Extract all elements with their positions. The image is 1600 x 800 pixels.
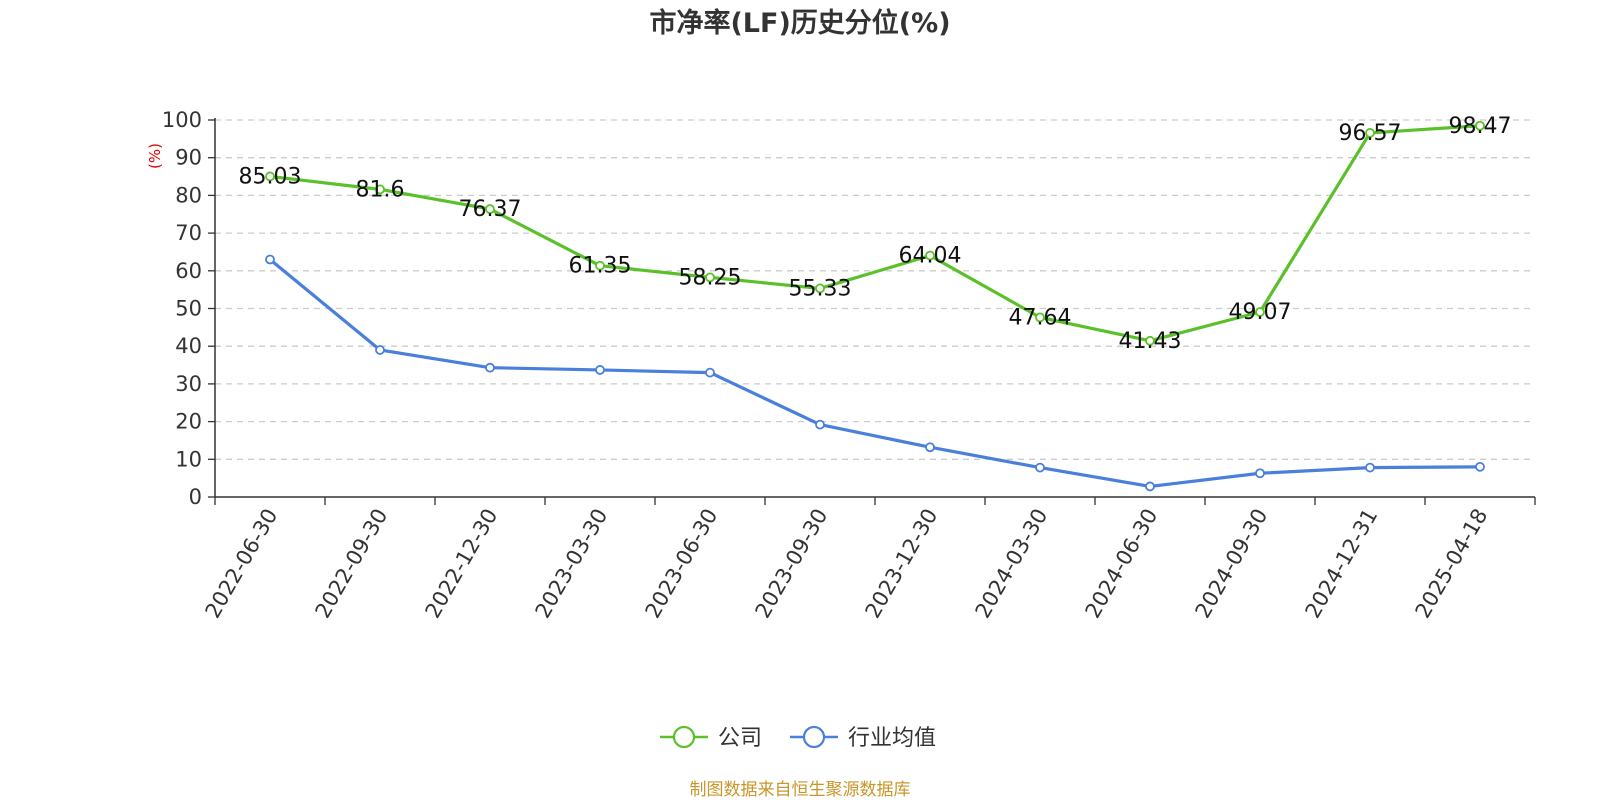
data-point[interactable]: [705, 272, 715, 283]
x-tick-label: 2023-03-30: [531, 505, 613, 623]
x-tick-label: 2022-09-30: [311, 505, 393, 623]
data-point[interactable]: [1035, 462, 1045, 473]
y-tick-label: 10: [175, 447, 202, 471]
x-tick-label: 2024-03-30: [971, 505, 1053, 623]
data-point[interactable]: [1255, 307, 1265, 317]
legend-label: 行业均值: [848, 726, 936, 751]
data-point[interactable]: [1035, 312, 1045, 323]
data-point[interactable]: [485, 204, 495, 214]
data-point[interactable]: [375, 345, 385, 355]
y-tick-label: 50: [175, 297, 202, 321]
source-note: 制图数据来自恒生聚源数据库: [690, 780, 911, 800]
x-tick-label: 2025-04-18: [1411, 505, 1493, 623]
data-label: 41.43: [1119, 329, 1182, 354]
y-tick-label: 60: [175, 259, 202, 283]
data-label: 98.47: [1449, 114, 1512, 139]
data-label: 58.25: [679, 265, 742, 290]
grid: [215, 119, 1535, 460]
legend-item-1[interactable]: 行业均值: [790, 725, 936, 751]
x-tick-label: 2024-12-31: [1301, 505, 1383, 623]
y-tick-label: 100: [162, 108, 202, 132]
data-label: 61.35: [569, 254, 632, 279]
y-axis-unit: (%): [146, 143, 164, 169]
legend-marker: [672, 725, 696, 749]
data-label: 96.57: [1339, 121, 1402, 146]
legend-label: 公司: [718, 726, 762, 751]
data-point[interactable]: [1145, 335, 1155, 346]
data-point[interactable]: [595, 365, 605, 375]
data-label: 85.03: [239, 164, 302, 189]
data-point[interactable]: [815, 419, 825, 430]
data-point[interactable]: [1255, 468, 1265, 479]
x-tick-label: 2024-06-30: [1081, 505, 1163, 623]
y-tick-label: 40: [175, 334, 202, 358]
data-label: 47.64: [1009, 305, 1072, 330]
data-label: 55.33: [789, 276, 852, 301]
x-tick-label: 2022-12-30: [421, 505, 503, 623]
legend-item-0[interactable]: 公司: [660, 725, 762, 751]
x-tick-label: 2023-09-30: [751, 505, 833, 623]
data-label: 76.37: [459, 197, 522, 222]
data-label: 64.04: [899, 244, 962, 269]
x-tick-label: 2023-06-30: [641, 505, 723, 623]
data-point[interactable]: [265, 254, 275, 265]
series-line-1: [268, 258, 1481, 489]
data-point[interactable]: [375, 184, 385, 195]
y-tick-label: 90: [175, 146, 202, 170]
series-line-0: [269, 124, 1481, 343]
legend[interactable]: 公司 行业均值: [660, 725, 936, 751]
y-tick-label: 0: [189, 485, 202, 509]
series-layer: [265, 120, 1485, 492]
data-labels: 85.03 81.6 76.37 61.35 58.25 55.33 64.04 47.64 4…: [239, 114, 1512, 354]
data-point[interactable]: [815, 283, 825, 294]
legend-marker: [802, 725, 826, 749]
x-tick-label: 2022-06-30: [201, 505, 283, 623]
y-tick-label: 70: [175, 221, 202, 245]
x-tick-label: 2023-12-30: [861, 505, 943, 623]
data-label: 49.07: [1229, 300, 1292, 325]
x-tick-label: 2024-09-30: [1191, 505, 1273, 623]
data-point[interactable]: [485, 362, 495, 373]
data-label: 81.6: [356, 177, 405, 202]
data-point[interactable]: [1145, 481, 1155, 492]
data-point[interactable]: [705, 367, 715, 378]
y-tick-label: 20: [175, 410, 202, 434]
chart-title: 市净率(LF)历史分位(%): [649, 7, 950, 39]
data-point[interactable]: [1475, 461, 1485, 472]
data-point[interactable]: [925, 442, 935, 453]
data-point[interactable]: [595, 260, 605, 271]
y-tick-label: 30: [175, 372, 202, 396]
data-point[interactable]: [925, 250, 935, 261]
y-tick-label: 80: [175, 183, 202, 207]
data-point[interactable]: [1365, 128, 1375, 138]
data-point[interactable]: [1475, 120, 1485, 131]
data-point[interactable]: [265, 171, 275, 182]
data-point[interactable]: [1365, 462, 1375, 473]
